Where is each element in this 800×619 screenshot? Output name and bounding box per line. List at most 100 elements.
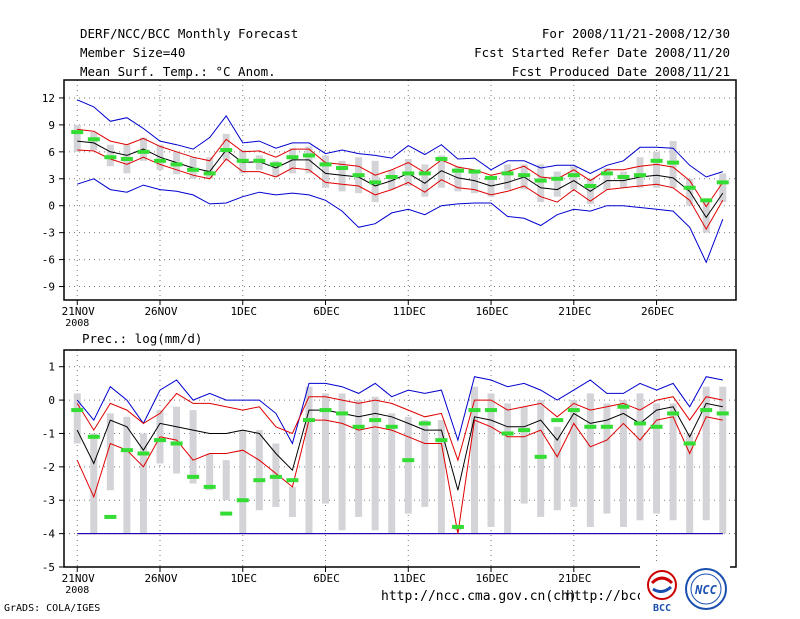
temp-box <box>288 148 296 174</box>
prec-observed-marker <box>87 434 100 439</box>
temp-box <box>470 169 478 194</box>
temp-box <box>222 133 230 161</box>
prec-ytick-label: -2 <box>42 461 55 474</box>
prec-observed-marker <box>551 418 564 423</box>
temp-box <box>719 173 727 203</box>
prec-observed-marker <box>418 421 431 426</box>
temp-box <box>619 171 627 188</box>
temp-observed-marker <box>220 148 233 153</box>
prec-box <box>106 413 114 491</box>
prec-box <box>239 430 247 534</box>
temp-xtick-label: 16DEC <box>475 305 508 318</box>
prec-observed-marker <box>269 474 282 479</box>
ncc-logo: NCC <box>685 568 727 610</box>
temp-observed-marker <box>336 166 349 170</box>
ncc-url-link[interactable]: http://ncc.cma.gov.cn(ch) <box>381 589 577 604</box>
bcc-logo-text: BCC <box>653 603 671 614</box>
prec-observed-marker <box>485 408 498 413</box>
temp-variable-label: Mean Surf. Temp.: °C Anom. <box>80 64 276 79</box>
temp-observed-marker <box>501 171 514 176</box>
prec-observed-marker <box>236 498 249 503</box>
temp-observed-marker <box>667 160 680 165</box>
prec-ensemble-mean-line <box>76 402 723 491</box>
temp-observed-marker <box>352 173 365 178</box>
temp-observed-marker <box>617 174 630 179</box>
fcst-started-date: Fcst Started Refer Date 2008/11/20 <box>474 45 730 60</box>
temp-xtick-label: 1DEC <box>231 305 258 318</box>
temp-ytick-label: 12 <box>42 92 55 105</box>
prec-box <box>603 403 611 514</box>
prec-box <box>586 393 594 527</box>
temp-xtick-label: 21NOV <box>62 305 95 318</box>
prec-observed-marker <box>170 441 183 446</box>
prec-box <box>669 403 677 521</box>
temp-observed-marker <box>170 162 183 167</box>
prec-observed-marker <box>716 411 729 416</box>
prec-frame <box>63 349 737 568</box>
prec-box <box>305 386 313 534</box>
prec-box <box>73 393 81 444</box>
prec-observed-marker <box>137 451 150 456</box>
prec-box <box>222 460 230 501</box>
temp-std-upper-line <box>77 128 724 208</box>
fcst-produced-date: Fcst Produced Date 2008/11/21 <box>511 64 730 79</box>
prec-observed-marker <box>286 478 299 483</box>
member-size: Member Size=40 <box>80 45 186 60</box>
chart-title: DERF/NCC/BCC Monthly Forecast <box>80 26 299 41</box>
prec-box <box>653 403 661 514</box>
temp-observed-marker <box>402 171 415 176</box>
temp-box <box>272 160 280 177</box>
prec-box <box>686 433 694 534</box>
prec-observed-marker <box>451 524 464 529</box>
prec-observed-marker <box>319 408 332 413</box>
prec-observed-marker <box>220 511 233 516</box>
temp-observed-marker <box>716 180 729 185</box>
temp-observed-marker <box>319 162 332 167</box>
temp-observed-marker <box>137 149 150 154</box>
prec-observed-marker <box>385 424 398 429</box>
precip-variable-label: Prec.: log(mm/d) <box>82 331 203 346</box>
prec-ytick-label: -3 <box>42 494 55 507</box>
prec-observed-marker <box>584 424 597 429</box>
temp-observed-marker <box>418 171 431 176</box>
prec-ytick-label: 1 <box>48 361 55 374</box>
prec-observed-marker <box>120 448 133 453</box>
temp-observed-marker <box>534 178 547 183</box>
temp-envelope-max-line <box>77 99 723 178</box>
grads-credit: GrADS: COLA/IGES <box>4 603 101 614</box>
bcc-url-link[interactable]: http://bcc. <box>566 589 653 604</box>
temp-ytick-label: 9 <box>48 119 55 132</box>
prec-xtick-label: 26NOV <box>144 572 177 585</box>
temp-observed-marker <box>650 158 663 163</box>
prec-observed-marker <box>634 421 646 426</box>
temp-observed-marker <box>584 183 597 188</box>
prec-box <box>636 393 644 521</box>
temp-xtick-label: 21DEC <box>558 305 591 318</box>
prec-xtick-label: 16DEC <box>475 572 508 585</box>
temp-ytick-label: 6 <box>48 146 55 159</box>
temp-box <box>487 176 495 197</box>
temp-ytick-label: -6 <box>42 254 55 267</box>
prec-observed-marker <box>104 514 117 519</box>
temp-frame <box>63 79 737 301</box>
prec-observed-marker <box>302 418 315 423</box>
prec-observed-marker <box>567 408 580 413</box>
prec-observed-marker <box>534 454 547 459</box>
logos-area: BCC NCC <box>640 565 730 615</box>
prec-observed-marker <box>518 428 531 433</box>
prec-box <box>123 416 131 534</box>
prec-box <box>719 386 727 534</box>
temp-xtick-label: 6DEC <box>313 305 340 318</box>
prec-year-label: 2008 <box>65 585 89 596</box>
header-left: DERF/NCC/BCC Monthly Forecast Member Size… <box>80 24 298 81</box>
temp-observed-marker <box>435 157 448 162</box>
temp-year-label: 2008 <box>65 318 89 329</box>
temp-observed-marker <box>302 153 315 158</box>
temp-envelope-min-line <box>77 178 724 264</box>
header-right: For 2008/11/21-2008/12/30 Fcst Started Re… <box>474 24 730 81</box>
prec-observed-marker <box>683 441 696 446</box>
temp-observed-marker <box>187 167 200 172</box>
temp-xtick-label: 26DEC <box>641 305 674 318</box>
temp-observed-marker <box>518 173 531 178</box>
